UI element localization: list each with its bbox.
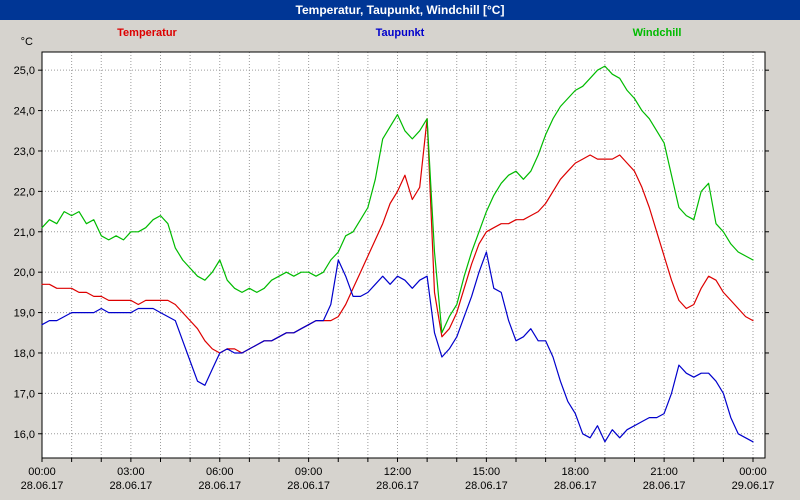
svg-text:16,0: 16,0 (14, 429, 35, 441)
svg-text:28.06.17: 28.06.17 (198, 480, 241, 492)
svg-text:21,0: 21,0 (14, 227, 35, 239)
svg-text:03:00: 03:00 (117, 466, 145, 478)
svg-text:24,0: 24,0 (14, 106, 35, 118)
svg-text:28.06.17: 28.06.17 (643, 480, 686, 492)
svg-text:22,0: 22,0 (14, 186, 35, 198)
legend-label-windchill: Windchill (632, 27, 682, 39)
svg-text:28.06.17: 28.06.17 (109, 480, 152, 492)
svg-text:°C: °C (21, 36, 33, 48)
svg-text:15:00: 15:00 (473, 466, 501, 478)
svg-text:19,0: 19,0 (14, 308, 35, 320)
svg-text:20,0: 20,0 (14, 267, 35, 279)
svg-text:09:00: 09:00 (295, 466, 323, 478)
svg-text:28.06.17: 28.06.17 (376, 480, 419, 492)
chart-legend: Temperatur Taupunkt Windchill (0, 27, 800, 41)
svg-text:25,0: 25,0 (14, 65, 35, 77)
svg-text:23,0: 23,0 (14, 146, 35, 158)
legend-label-taupunkt: Taupunkt (375, 27, 425, 39)
svg-text:12:00: 12:00 (384, 466, 412, 478)
svg-text:28.06.17: 28.06.17 (21, 480, 64, 492)
svg-text:28.06.17: 28.06.17 (554, 480, 597, 492)
svg-text:18,0: 18,0 (14, 348, 35, 360)
svg-text:17,0: 17,0 (14, 388, 35, 400)
window-titlebar: Temperatur, Taupunkt, Windchill [°C] (0, 0, 800, 20)
svg-text:21:00: 21:00 (650, 466, 678, 478)
svg-text:00:00: 00:00 (739, 466, 767, 478)
legend-label-temperatur: Temperatur (117, 27, 177, 39)
window-title: Temperatur, Taupunkt, Windchill [°C] (295, 3, 505, 17)
svg-text:28.06.17: 28.06.17 (287, 480, 330, 492)
svg-text:00:00: 00:00 (28, 466, 56, 478)
svg-text:18:00: 18:00 (561, 466, 589, 478)
svg-text:06:00: 06:00 (206, 466, 234, 478)
svg-text:28.06.17: 28.06.17 (465, 480, 508, 492)
svg-text:29.06.17: 29.06.17 (732, 480, 775, 492)
